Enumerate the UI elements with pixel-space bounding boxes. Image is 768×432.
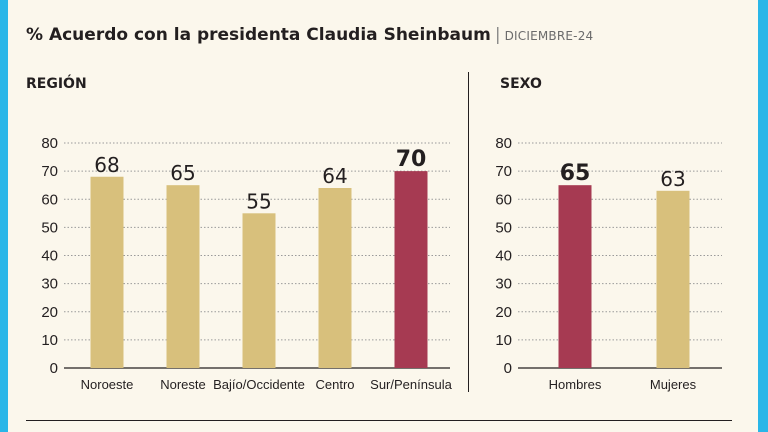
region-y-tick-label: 40 — [41, 248, 58, 265]
region-category-label: Sur/Península — [370, 377, 452, 392]
region-value-label: 70 — [396, 147, 427, 172]
region-y-tick-label: 0 — [50, 360, 58, 377]
region-bar — [90, 176, 124, 368]
region-value-label: 64 — [322, 164, 347, 188]
sex-category-label: Mujeres — [650, 377, 697, 392]
sex-value-label: 63 — [660, 167, 685, 191]
region-category-label: Bajío/Occidente — [213, 377, 305, 392]
region-bar — [394, 171, 428, 368]
region-category-label: Noroeste — [81, 377, 134, 392]
sex-y-tick-label: 70 — [495, 163, 512, 180]
date-label: DICIEMBRE-24 — [504, 29, 594, 43]
region-y-tick-label: 20 — [41, 304, 58, 321]
region-section-title: REGIÓN — [26, 76, 87, 92]
sex-y-tick-label: 80 — [495, 135, 512, 152]
region-value-label: 68 — [94, 153, 119, 177]
region-bar — [166, 185, 200, 368]
region-y-tick-label: 80 — [41, 135, 58, 152]
region-y-tick-label: 10 — [41, 332, 58, 349]
region-y-tick-label: 30 — [41, 276, 58, 293]
region-category-label: Centro — [315, 377, 354, 392]
sex-y-tick-label: 0 — [504, 360, 512, 377]
region-bar — [318, 188, 352, 368]
region-y-tick-label: 50 — [41, 219, 58, 236]
sex-section-title: SEXO — [500, 76, 542, 92]
region-value-label: 55 — [246, 189, 271, 213]
chart-title: % Acuerdo con la presidenta Claudia Shei… — [26, 25, 593, 45]
region-y-tick-label: 70 — [41, 163, 58, 180]
bottom-rule — [26, 420, 732, 421]
sex-y-tick-label: 10 — [495, 332, 512, 349]
title-text: % Acuerdo con la presidenta Claudia Shei… — [26, 25, 491, 45]
region-category-label: Noreste — [160, 377, 206, 392]
sex-y-tick-label: 60 — [495, 191, 512, 208]
sex-y-tick-label: 30 — [495, 276, 512, 293]
chart-card — [8, 0, 758, 432]
sex-value-label: 65 — [560, 161, 591, 186]
region-bar — [242, 213, 276, 368]
region-y-tick-label: 60 — [41, 191, 58, 208]
region-value-label: 65 — [170, 161, 195, 185]
sex-bar — [558, 185, 592, 368]
sex-y-tick-label: 50 — [495, 219, 512, 236]
sex-bar — [656, 190, 690, 368]
sex-y-tick-label: 20 — [495, 304, 512, 321]
sex-category-label: Hombres — [549, 377, 602, 392]
title-separator: | — [494, 25, 501, 45]
sex-y-tick-label: 40 — [495, 248, 512, 265]
section-divider — [468, 72, 469, 392]
